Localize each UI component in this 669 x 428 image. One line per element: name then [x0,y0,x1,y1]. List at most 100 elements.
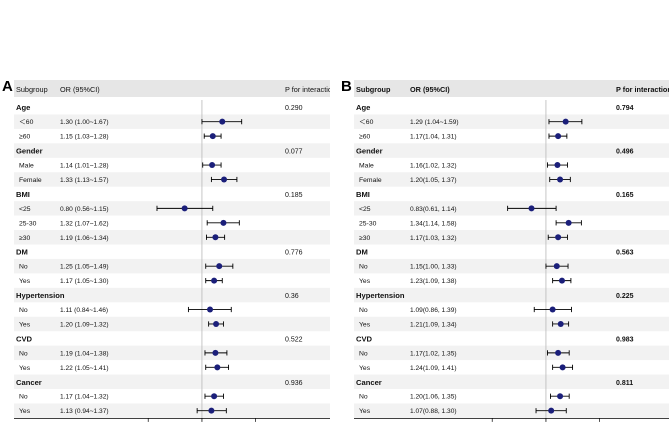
p-value: 0.776 [285,250,303,257]
subgroup-label: Yes [359,365,371,372]
or-ci-text: 1.13 (0.94~1.37) [60,408,109,415]
or-point [219,118,226,125]
subgroup-label: No [19,394,28,401]
subgroup-label: Yes [19,408,31,415]
subgroup-label: Male [359,163,374,170]
header-subgroup: Subgroup [16,85,48,94]
or-ci-text: 0.80 (0.56~1.15) [60,206,109,213]
zebra-stripe [14,230,330,245]
p-value: 0.36 [285,293,299,300]
or-point [209,162,216,169]
or-point [555,133,562,140]
or-point [565,219,572,226]
or-ci-text: 1.20(1.05, 1.37) [410,177,457,184]
p-value: 0.794 [616,105,634,112]
group-label: Age [16,103,30,112]
zebra-stripe [14,287,330,303]
zebra-stripe [14,345,330,361]
zebra-stripe [354,143,669,158]
zebra-stripe [354,114,669,129]
or-point [221,176,228,183]
zebra-stripe [354,230,669,245]
subgroup-label: ＜60 [359,119,374,126]
forest-plot-b: B Subgroup OR (95%CI) P for interaction Age 0… [338,0,669,428]
subgroup-label: No [359,350,368,357]
p-value: 0.811 [616,380,633,387]
or-point [557,393,564,400]
p-value: 0.522 [285,336,303,343]
or-ci-text: 1.29 (1.04~1.59) [410,119,459,126]
zebra-stripe [354,374,669,389]
or-point [181,205,188,212]
p-value: 0.563 [616,250,634,257]
subgroup-label: Female [359,177,382,184]
or-ci-text: 1.22 (1.05~1.41) [60,365,109,372]
group-label: CVD [16,334,33,343]
or-point [555,234,562,241]
header-bar [354,80,669,97]
zebra-stripe [354,258,669,274]
or-point [212,234,219,241]
group-label: CVD [356,334,373,343]
subgroup-label: Yes [19,278,31,285]
or-ci-text: 1.07(0.88, 1.30) [410,408,457,415]
p-value: 0.225 [616,293,634,300]
or-ci-text: 1.17(1.03, 1.32) [410,235,457,242]
or-ci-text: 1.17 (1.04~1.32) [60,394,109,401]
or-point [562,118,569,125]
group-label: Gender [356,147,383,156]
or-point [557,320,564,327]
p-value: 0.077 [285,149,303,156]
group-label: Hypertension [356,291,405,300]
group-label: Hypertension [16,291,65,300]
header-p: P for interaction [616,85,669,94]
or-ci-text: 1.24(1.09, 1.41) [410,365,457,372]
header-or: OR (95%CI) [410,85,450,94]
zebra-stripe [354,172,669,187]
or-ci-text: 1.34(1.14, 1.58) [410,220,457,227]
zebra-stripe [354,316,669,332]
group-label: BMI [356,190,370,199]
header-bar [14,80,330,97]
or-point [208,407,215,414]
zebra-stripe [354,345,669,361]
p-value: 0.983 [616,336,634,343]
subgroup-label: ≥30 [359,235,371,242]
subgroup-label: ＜60 [19,119,34,126]
or-point [211,393,218,400]
group-label: Cancer [16,378,42,387]
or-ci-text: 1.20(1.06, 1.35) [410,394,457,401]
panel-label: B [341,78,352,95]
subgroup-label: 25-30 [19,220,37,227]
zebra-stripe [354,287,669,303]
or-point [549,306,556,313]
group-label: DM [16,248,28,257]
subgroup-label: Yes [19,365,31,372]
zebra-stripe [14,143,330,158]
group-label: Gender [16,147,43,156]
subgroup-label: ≥60 [19,134,31,141]
or-ci-text: 1.23(1.09, 1.38) [410,278,457,285]
or-point [212,349,219,356]
header-subgroup: Subgroup [356,85,391,94]
p-value: 0.165 [616,192,634,199]
or-point [211,277,218,284]
subgroup-label: No [359,394,368,401]
or-ci-text: 1.17(1.04, 1.31) [410,134,457,141]
zebra-stripe [14,316,330,332]
p-value: 0.290 [285,105,303,112]
or-ci-text: 1.17(1.02, 1.35) [410,350,457,357]
or-point [209,133,216,140]
or-point [553,263,560,270]
or-ci-text: 1.11 (0.84~1.46) [60,307,108,314]
zebra-stripe [14,172,330,187]
header-p: P for interaction [285,85,330,94]
zebra-stripe [14,114,330,129]
group-label: BMI [16,190,30,199]
subgroup-label: ≥30 [19,235,31,242]
or-ci-text: 1.16(1.02, 1.32) [410,163,457,170]
or-point [207,306,214,313]
subgroup-label: No [19,264,28,271]
or-point [548,407,555,414]
